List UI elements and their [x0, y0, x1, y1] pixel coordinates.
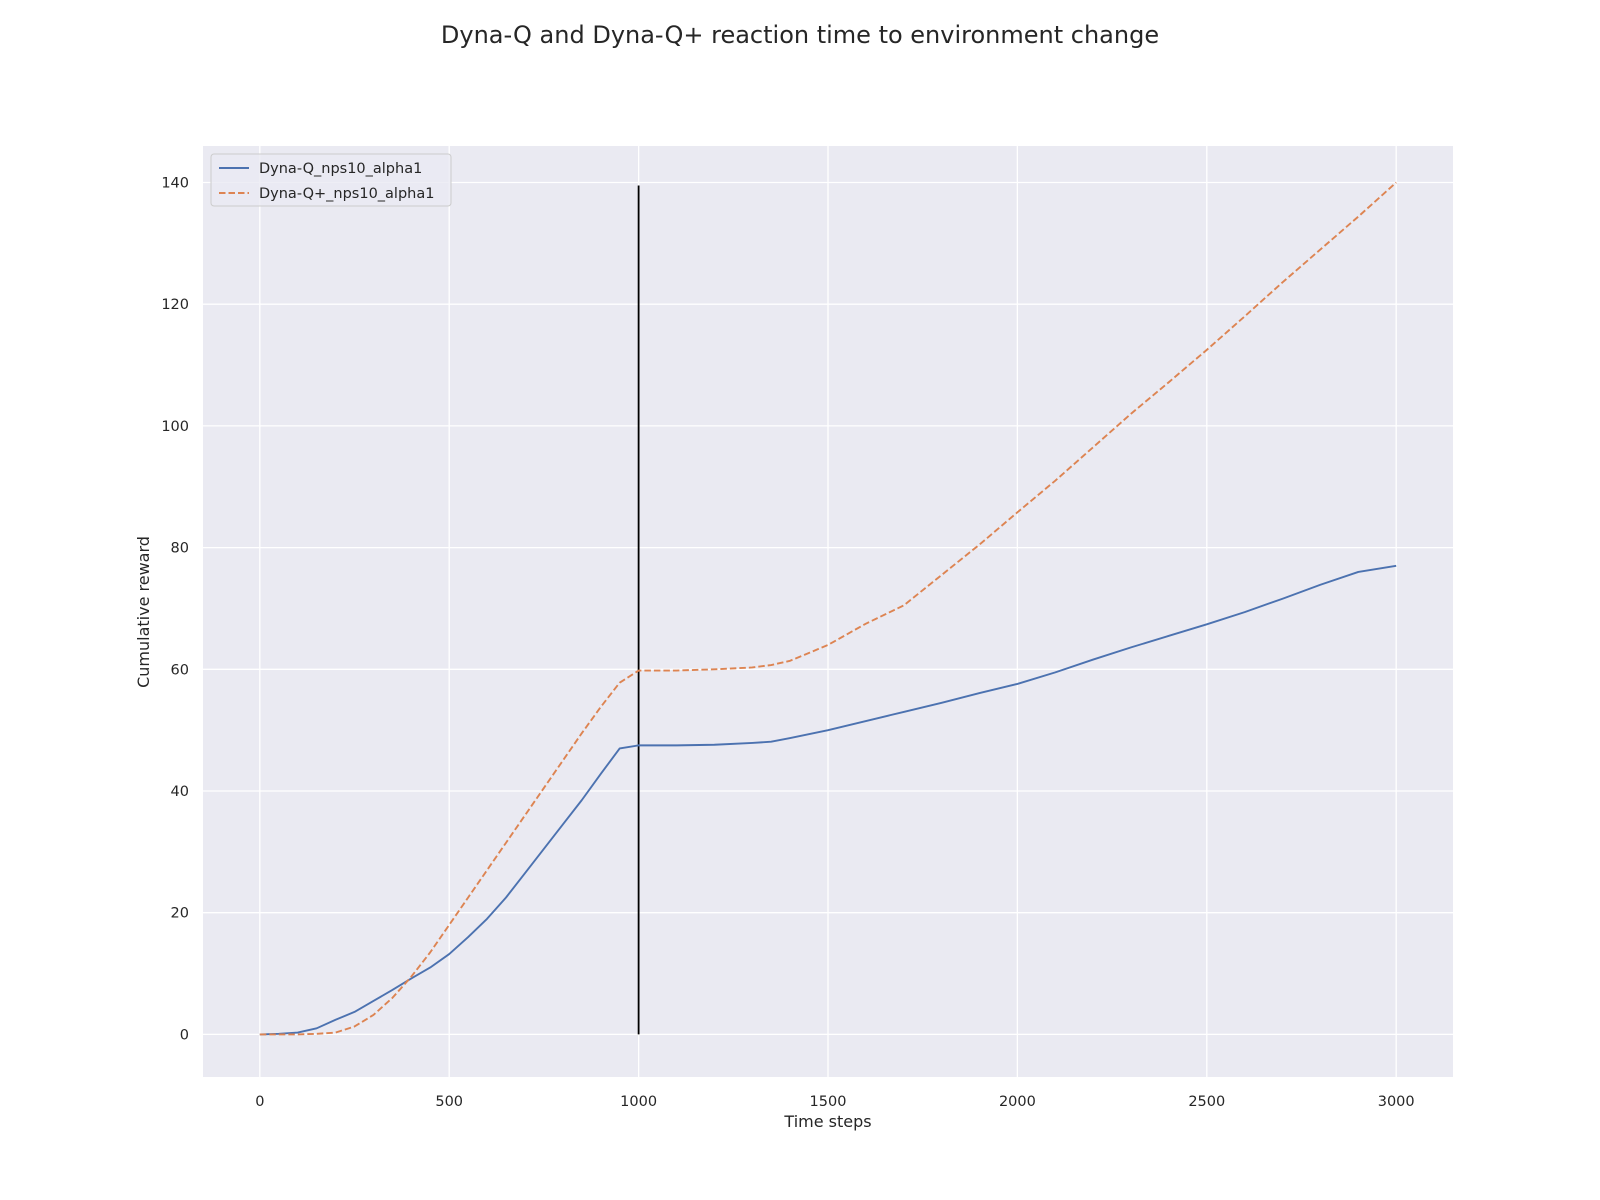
- x-tick-label: 2000: [999, 1094, 1036, 1110]
- x-tick-label: 1500: [810, 1094, 847, 1110]
- x-axis-label: Time steps: [783, 1112, 871, 1131]
- x-tick-label: 1000: [620, 1094, 657, 1110]
- chart-title: Dyna-Q and Dyna-Q+ reaction time to envi…: [441, 21, 1159, 49]
- y-tick-label: 20: [171, 906, 189, 922]
- x-tick-label: 2500: [1188, 1094, 1225, 1110]
- series-line-0: [259, 564, 1397, 1036]
- x-tick-label: 0: [255, 1094, 264, 1110]
- x-tick-label: 3000: [1378, 1094, 1415, 1110]
- legend-label: Dyna-Q+_nps10_alpha1: [259, 186, 434, 202]
- legend-box: [210, 153, 452, 207]
- y-tick-label: 40: [171, 784, 189, 800]
- x-axis-ticks: 0 500 1000 1500 2000 2500 3000: [255, 1094, 1414, 1110]
- y-tick-label: 100: [161, 419, 189, 435]
- y-axis-ticks: 0 20 40 60 80 100 120 140: [161, 176, 189, 1044]
- y-tick-label: 60: [171, 662, 189, 678]
- legend: Dyna-Q_nps10_alpha1 Dyna-Q+_nps10_alpha1: [210, 153, 452, 207]
- legend-label: Dyna-Q_nps10_alpha1: [259, 161, 422, 177]
- y-axis-label: Cumulative reward: [134, 536, 153, 688]
- series-line-1: [259, 181, 1397, 1036]
- x-tick-label: 500: [435, 1094, 463, 1110]
- y-tick-label: 80: [171, 541, 189, 557]
- y-tick-label: 0: [180, 1027, 189, 1043]
- y-tick-label: 120: [161, 297, 189, 313]
- series-lines: [259, 181, 1397, 1036]
- y-tick-label: 140: [161, 176, 189, 192]
